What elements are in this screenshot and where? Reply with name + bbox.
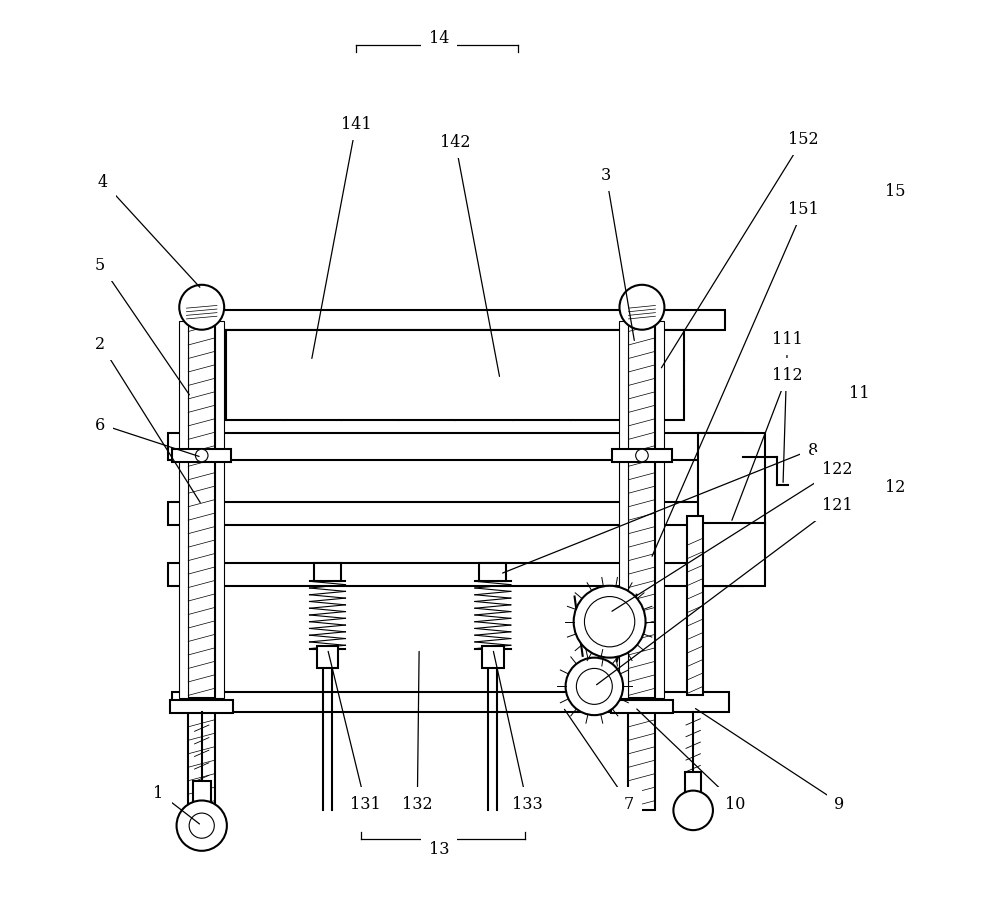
Text: 152: 152 — [788, 131, 819, 148]
Text: 11: 11 — [849, 385, 870, 402]
Text: 10: 10 — [725, 795, 746, 812]
Text: 112: 112 — [772, 367, 803, 384]
Bar — [170, 700, 233, 713]
Bar — [611, 700, 673, 713]
Text: 131: 131 — [350, 795, 381, 812]
Text: 6: 6 — [95, 416, 105, 433]
Bar — [685, 772, 701, 795]
Bar — [188, 707, 215, 811]
Bar — [188, 321, 215, 698]
Bar — [479, 563, 506, 582]
Bar — [482, 647, 504, 669]
Circle shape — [189, 814, 214, 838]
Text: 121: 121 — [822, 497, 852, 514]
Bar — [655, 321, 664, 698]
Text: 1: 1 — [153, 784, 164, 801]
Bar — [314, 563, 341, 582]
Text: 151: 151 — [788, 200, 819, 218]
Text: 9: 9 — [834, 795, 845, 812]
Bar — [317, 647, 338, 669]
Text: 7: 7 — [623, 795, 634, 812]
Bar — [628, 321, 655, 698]
Circle shape — [619, 285, 664, 330]
Text: 13: 13 — [429, 840, 449, 857]
Text: 142: 142 — [440, 134, 470, 151]
Text: 15: 15 — [885, 182, 906, 200]
Bar — [168, 563, 743, 586]
Bar — [193, 781, 211, 804]
Text: 3: 3 — [601, 166, 611, 183]
Bar — [190, 311, 725, 330]
Text: 133: 133 — [512, 795, 542, 812]
Bar — [612, 450, 672, 462]
Bar — [215, 321, 224, 698]
Text: 2: 2 — [95, 335, 105, 352]
Text: 14: 14 — [429, 30, 449, 47]
Circle shape — [576, 669, 612, 704]
Bar — [168, 433, 743, 461]
Text: 5: 5 — [95, 256, 105, 274]
Bar — [627, 305, 657, 321]
Bar — [186, 305, 217, 321]
Text: 12: 12 — [885, 479, 906, 496]
Circle shape — [574, 586, 646, 658]
Text: 4: 4 — [98, 173, 108, 191]
Bar — [172, 450, 231, 462]
Circle shape — [636, 450, 648, 462]
Circle shape — [195, 450, 208, 462]
Circle shape — [177, 801, 227, 851]
Bar — [168, 503, 743, 525]
Text: 122: 122 — [822, 461, 852, 478]
Bar — [698, 433, 765, 525]
Bar — [698, 524, 765, 586]
Circle shape — [584, 597, 635, 647]
Bar — [179, 321, 188, 698]
Text: 111: 111 — [772, 330, 803, 348]
Circle shape — [673, 791, 713, 830]
Text: 141: 141 — [341, 116, 372, 133]
Circle shape — [566, 658, 623, 715]
Bar — [619, 321, 628, 698]
Circle shape — [179, 285, 224, 330]
Text: 132: 132 — [402, 795, 433, 812]
Bar — [628, 707, 655, 811]
Text: 8: 8 — [808, 442, 818, 458]
Bar — [172, 692, 729, 712]
Bar — [687, 517, 703, 695]
Bar — [226, 330, 684, 420]
